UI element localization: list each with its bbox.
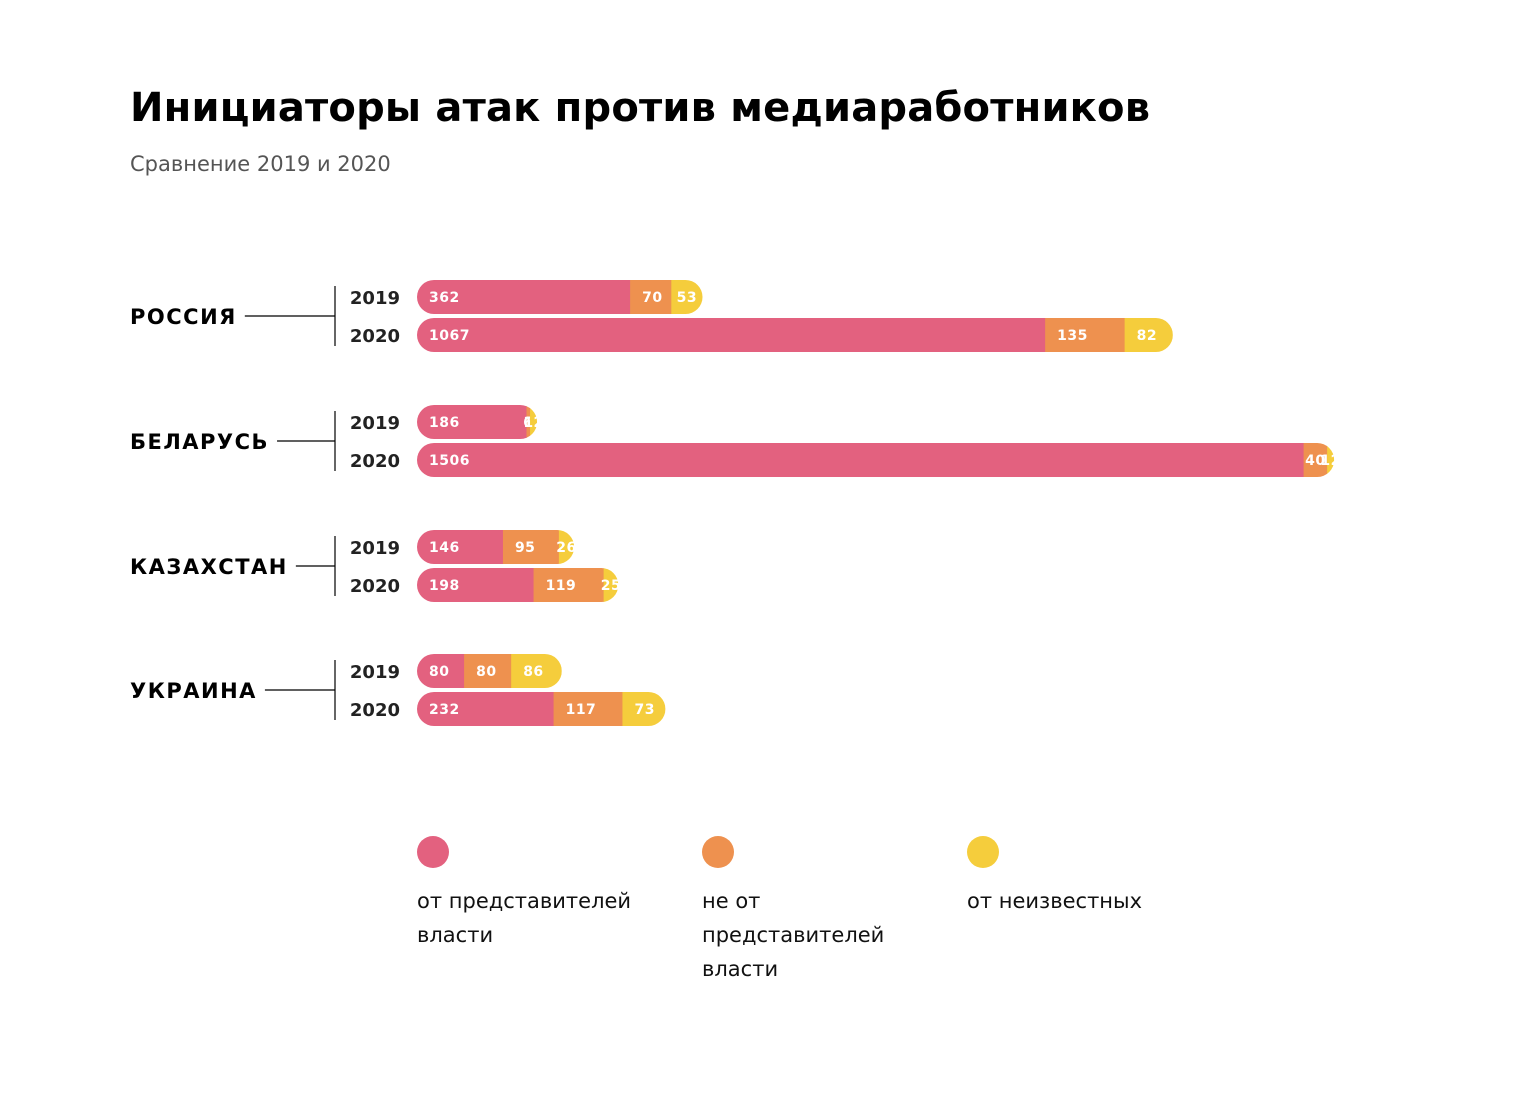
value-label-ukraine-2019-non-authorities: 80	[476, 664, 496, 680]
bar-russia-2020-authorities	[417, 318, 1046, 352]
bar-ukraine-2020-authorities	[417, 692, 555, 726]
bar-kazakhstan-2020-non-authorities	[533, 568, 605, 602]
bar-belarus-2020-unknown	[1327, 443, 1335, 477]
bar-belarus-2019-authorities	[417, 405, 527, 439]
value-label-russia-2020-unknown: 82	[1137, 328, 1157, 344]
bar-kazakhstan-2019-non-authorities	[502, 530, 560, 564]
bar-russia-2019-non-authorities	[630, 280, 672, 314]
bar-kazakhstan-2020-authorities	[417, 568, 535, 602]
bar-russia-2019-authorities	[417, 280, 631, 314]
value-label-kazakhstan-2019-authorities: 146	[429, 540, 460, 556]
bar-kazakhstan-2020-unknown	[603, 568, 619, 602]
legend-swatch-non-authorities	[702, 836, 734, 868]
bar-ukraine-2019-authorities	[417, 654, 465, 688]
value-label-ukraine-2019-unknown: 86	[523, 664, 543, 680]
value-label-belarus-2020-non-authorities: 40	[1305, 453, 1325, 469]
bar-belarus-2020-non-authorities	[1303, 443, 1328, 477]
value-label-ukraine-2020-non-authorities: 117	[566, 702, 597, 718]
legend-item-non-authorities: не от представителей власти	[702, 836, 932, 986]
value-label-ukraine-2020-authorities: 232	[429, 702, 460, 718]
bar-belarus-2020-authorities	[417, 443, 1305, 477]
bar-russia-2019-unknown	[671, 280, 703, 314]
bar-kazakhstan-2019-unknown	[558, 530, 575, 564]
value-label-belarus-2019-non-authorities: 6	[523, 415, 533, 431]
bar-russia-2020-unknown	[1124, 318, 1173, 352]
value-label-ukraine-2019-authorities: 80	[429, 664, 449, 680]
bar-ukraine-2019-unknown	[511, 654, 562, 688]
group-label-russia: РОССИЯ	[130, 305, 237, 329]
value-label-belarus-2020-authorities: 1506	[429, 453, 470, 469]
chart-title: Инициаторы атак против медиаработников	[130, 85, 1151, 131]
value-label-kazakhstan-2019-non-authorities: 95	[515, 540, 535, 556]
group-label-ukraine: УКРАИНА	[130, 679, 257, 703]
year-label-kazakhstan-2020: 2020	[350, 576, 400, 597]
group-label-kazakhstan: КАЗАХСТАН	[130, 555, 288, 579]
value-label-belarus-2019-authorities: 186	[429, 415, 460, 431]
year-label-ukraine-2020: 2020	[350, 700, 400, 721]
value-label-kazakhstan-2020-authorities: 198	[429, 578, 460, 594]
value-label-belarus-2019-unknown: 12	[523, 415, 543, 431]
bar-ukraine-2020-unknown	[622, 692, 666, 726]
value-label-kazakhstan-2019-unknown: 26	[556, 540, 576, 556]
legend-swatch-unknown	[967, 836, 999, 868]
value-label-russia-2019-unknown: 53	[677, 290, 697, 306]
value-label-russia-2019-non-authorities: 70	[642, 290, 662, 306]
bar-kazakhstan-2019-authorities	[417, 530, 504, 564]
bar-ukraine-2020-non-authorities	[553, 692, 623, 726]
chart-subtitle: Сравнение 2019 и 2020	[130, 152, 391, 176]
year-label-belarus-2020: 2020	[350, 451, 400, 472]
value-label-ukraine-2020-unknown: 73	[634, 702, 654, 718]
legend-item-unknown: от неизвестных	[967, 836, 1247, 918]
value-label-russia-2019-authorities: 362	[429, 290, 460, 306]
year-label-russia-2019: 2019	[350, 288, 400, 309]
year-label-kazakhstan-2019: 2019	[350, 538, 400, 559]
bar-belarus-2019-unknown	[530, 405, 538, 439]
value-label-russia-2020-non-authorities: 135	[1057, 328, 1088, 344]
bar-russia-2020-non-authorities	[1045, 318, 1126, 352]
value-label-kazakhstan-2020-unknown: 25	[601, 578, 621, 594]
bar-belarus-2019-non-authorities	[526, 405, 531, 439]
year-label-russia-2020: 2020	[350, 326, 400, 347]
legend-label-non-authorities: не от представителей власти	[702, 889, 885, 981]
value-label-russia-2020-authorities: 1067	[429, 328, 470, 344]
group-label-belarus: БЕЛАРУСЬ	[130, 430, 269, 454]
legend-label-authorities: от представителей власти	[417, 889, 632, 947]
legend-label-unknown: от неизвестных	[967, 889, 1143, 913]
year-label-ukraine-2019: 2019	[350, 662, 400, 683]
year-label-belarus-2019: 2019	[350, 413, 400, 434]
bar-ukraine-2019-non-authorities	[464, 654, 512, 688]
legend-swatch-authorities	[417, 836, 449, 868]
value-label-belarus-2020-unknown: 12	[1320, 453, 1340, 469]
chart-plot: РОССИЯ 2019 362 70 53 2020 1067 135 82 БЕЛАРУСЬ 20…	[130, 280, 1340, 726]
legend-item-authorities: от представителей власти	[417, 836, 647, 952]
value-label-kazakhstan-2020-non-authorities: 119	[546, 578, 577, 594]
